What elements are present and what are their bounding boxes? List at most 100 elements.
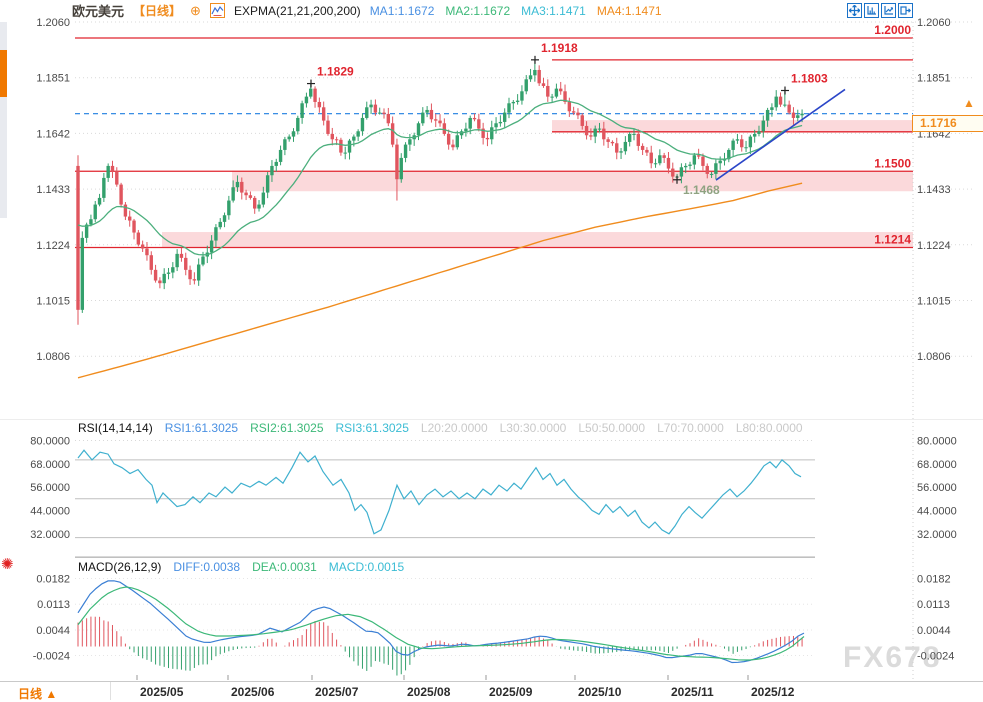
price-tick-left: 1.1433 — [36, 184, 70, 196]
candle-body — [778, 96, 783, 105]
candle-body — [265, 175, 270, 193]
indicator-chart-icon[interactable] — [209, 3, 225, 18]
candle-body — [498, 121, 503, 124]
candle-body — [744, 147, 748, 149]
indicator-settings-icon[interactable]: ✺ — [1, 556, 14, 573]
candle-body — [662, 155, 666, 158]
price-tick-right: 1.1015 — [917, 296, 951, 308]
macd-title[interactable]: MACD(26,12,9) — [78, 560, 162, 574]
candle-body — [287, 136, 291, 140]
candle-body — [115, 171, 119, 185]
candle-body — [317, 101, 322, 108]
candle-body — [722, 159, 727, 161]
candle-body — [408, 139, 412, 145]
candle-body — [339, 139, 343, 153]
candle-body — [658, 155, 662, 164]
candle-body — [278, 149, 283, 162]
period-selector-arrow-icon[interactable]: ▲ — [45, 687, 58, 701]
candle-body — [253, 197, 257, 209]
candle-body — [640, 145, 645, 150]
candle-body — [283, 139, 287, 150]
candle-body — [735, 139, 740, 141]
x-axis-label: 2025/05 — [140, 685, 184, 699]
candle-body — [106, 165, 110, 178]
candle-body — [524, 79, 528, 92]
candle-body — [757, 131, 761, 134]
macd-tick-right: 0.0113 — [917, 599, 950, 611]
candle-body — [140, 244, 145, 249]
price-annotation: 1.1829 — [317, 65, 354, 79]
candle-body — [209, 240, 214, 253]
candle-body — [80, 237, 85, 310]
candle-body — [321, 107, 326, 121]
candle-body — [533, 69, 537, 76]
candle-body — [360, 117, 365, 132]
axis-trend-icon[interactable] — [881, 3, 896, 18]
candle-body — [550, 96, 554, 98]
zoom-rail[interactable] — [0, 22, 7, 218]
x-axis-label: 2025/11 — [671, 685, 714, 699]
candle-body — [636, 133, 640, 146]
candle-body — [783, 104, 787, 106]
candle-body — [309, 88, 313, 97]
period-selector[interactable]: 日线 ▲ — [18, 685, 57, 702]
candle-body — [313, 88, 317, 102]
rsi-level-values: L20:20.0000 L30:30.0000 L50:50.0000 L70:70.… — [421, 421, 803, 435]
candle-body — [502, 112, 507, 122]
candle-body — [76, 165, 80, 310]
ma-values: MA1:1.1672 MA2:1.1672 MA3:1.1471 MA4:1.1471 — [370, 4, 662, 18]
price-annotation: 1.1918 — [541, 41, 578, 55]
candle-body — [171, 267, 175, 273]
candle-body — [684, 165, 688, 168]
candle-body — [416, 123, 421, 136]
rsi-level-label: L20:20.0000 — [420, 421, 488, 435]
candle-body — [576, 112, 580, 116]
export-chart-icon[interactable] — [898, 3, 913, 18]
candle-body — [382, 112, 386, 114]
rsi-title[interactable]: RSI(14,14,14) — [78, 421, 153, 435]
watermark: FX678 — [843, 641, 942, 674]
x-axis-label: 2025/09 — [489, 685, 533, 699]
candle-body — [399, 157, 403, 180]
rsi-tick-right: 68.0000 — [917, 459, 957, 471]
period-selector-label[interactable]: 日线 — [18, 687, 43, 701]
candle-body — [257, 204, 261, 209]
rsi-value-label: RSI3:61.3025 — [335, 421, 409, 435]
rsi-tick-left: 32.0000 — [30, 529, 70, 541]
zoom-rail-thumb[interactable] — [0, 50, 7, 97]
candle-body — [653, 163, 658, 165]
candle-body — [696, 155, 701, 157]
candle-body — [494, 123, 498, 128]
macd-tick-right: 0.0182 — [917, 573, 951, 585]
circle-plus-icon[interactable]: ⊕ — [190, 2, 201, 18]
candle-body — [455, 135, 459, 148]
axis-scale-icon[interactable] — [864, 3, 879, 18]
candle-body — [571, 111, 576, 113]
candle-body — [507, 103, 511, 113]
panel-separator — [0, 419, 983, 420]
rsi-value-label: RSI2:61.3025 — [250, 421, 324, 435]
macd-dea-line — [77, 586, 805, 661]
supply-demand-zone — [232, 171, 913, 192]
candle-body — [102, 177, 106, 198]
candle-body — [515, 100, 520, 102]
candle-body — [559, 88, 563, 92]
candle-body — [97, 197, 102, 205]
supply-demand-zone — [162, 232, 913, 248]
drawn-trendline[interactable] — [715, 88, 846, 181]
pan-crosshair-icon[interactable] — [847, 3, 862, 18]
candle-body — [365, 107, 369, 118]
candle-body — [93, 204, 97, 220]
candle-body — [244, 192, 248, 196]
candle-body — [584, 125, 589, 136]
rsi-level-label: L70:70.0000 — [657, 421, 724, 435]
rsi-tick-left: 44.0000 — [30, 505, 70, 517]
price-tick-left: 1.1642 — [36, 128, 70, 140]
candle-body — [796, 115, 800, 118]
candle-body — [369, 104, 373, 108]
candle-body — [403, 144, 408, 158]
period-tag[interactable]: 【日线】 — [133, 4, 182, 18]
chart-toolbar — [847, 3, 913, 18]
candle-body — [188, 269, 192, 280]
